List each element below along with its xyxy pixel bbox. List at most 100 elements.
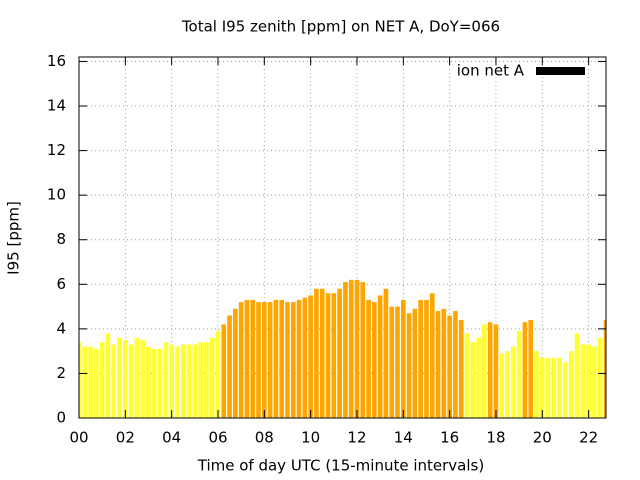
bar — [169, 344, 174, 418]
bar — [563, 362, 568, 418]
x-tick-label: 12 — [347, 429, 366, 447]
bar — [429, 293, 435, 418]
bar — [285, 302, 290, 418]
bar — [233, 308, 238, 418]
legend-key — [536, 67, 585, 75]
y-axis-label: I95 [ppm] — [5, 201, 23, 275]
chart-title: Total I95 zenith [ppm] on NET A, DoY=066 — [181, 18, 500, 36]
bar — [290, 302, 296, 418]
bar — [186, 344, 192, 418]
bar — [377, 295, 383, 418]
bar — [204, 342, 209, 418]
bar — [250, 299, 256, 418]
bar — [476, 337, 481, 418]
bar — [99, 342, 105, 418]
bar — [128, 344, 134, 418]
bar — [279, 299, 285, 418]
y-tick-label: 10 — [47, 186, 66, 204]
bar — [586, 344, 591, 418]
bar — [117, 337, 122, 418]
bar — [273, 299, 279, 418]
bar — [499, 353, 505, 418]
bar — [447, 315, 452, 418]
bar — [435, 311, 441, 418]
bar — [603, 319, 606, 418]
bar — [400, 299, 406, 418]
bar — [522, 322, 528, 418]
bar — [493, 324, 499, 418]
bar — [151, 348, 157, 418]
bar — [441, 308, 447, 418]
bar — [458, 319, 464, 418]
bar — [157, 348, 163, 418]
bar — [198, 342, 203, 418]
bar — [82, 346, 88, 418]
bar — [331, 293, 337, 418]
bar — [383, 288, 389, 418]
bar — [464, 333, 470, 418]
bar — [574, 333, 580, 418]
x-tick-label: 06 — [208, 429, 227, 447]
bar — [580, 344, 586, 418]
bar — [354, 279, 360, 418]
x-tick-label: 14 — [394, 429, 413, 447]
bar — [325, 293, 331, 418]
bar — [568, 351, 574, 418]
bar — [319, 288, 325, 418]
bar — [244, 299, 250, 418]
legend-label: ion net A — [457, 62, 525, 80]
y-tick-label: 16 — [47, 52, 66, 70]
bar — [516, 331, 522, 418]
bar — [470, 342, 476, 418]
y-tick-label: 12 — [47, 141, 66, 159]
bar — [221, 324, 227, 418]
y-tick-label: 6 — [56, 275, 66, 293]
bar — [215, 331, 221, 418]
bar — [192, 344, 198, 418]
bar — [395, 306, 400, 418]
bar — [337, 288, 342, 418]
bar — [79, 342, 82, 418]
bar — [227, 315, 232, 418]
bar — [88, 346, 93, 418]
bar — [343, 282, 348, 418]
bar — [545, 357, 551, 418]
bars — [79, 279, 606, 418]
bar — [592, 346, 597, 418]
bar — [539, 357, 545, 418]
bar — [175, 346, 180, 418]
bar — [534, 351, 539, 418]
bar — [487, 322, 493, 418]
x-tick-label: 18 — [486, 429, 505, 447]
x-tick-label: 10 — [301, 429, 320, 447]
bar — [551, 357, 557, 418]
bar — [366, 299, 371, 418]
bar — [348, 279, 354, 418]
bar — [256, 302, 261, 418]
bar — [267, 302, 273, 418]
x-axis-label: Time of day UTC (15-minute intervals) — [197, 457, 484, 475]
x-tick-label: 16 — [440, 429, 459, 447]
x-tick-label: 04 — [162, 429, 181, 447]
x-tick-label: 00 — [69, 429, 88, 447]
x-tick-label: 08 — [255, 429, 274, 447]
bar — [94, 348, 99, 418]
bar — [209, 337, 215, 418]
x-tick-label: 22 — [579, 429, 598, 447]
y-tick-label: 4 — [56, 319, 66, 337]
y-tick-label: 2 — [56, 364, 66, 382]
bar — [557, 357, 562, 418]
bar — [111, 344, 117, 418]
y-tick-label: 14 — [47, 97, 66, 115]
bar — [453, 311, 458, 418]
bar — [296, 299, 302, 418]
bar — [180, 344, 186, 418]
bar — [505, 351, 510, 418]
plot-border — [78, 56, 607, 419]
bar — [123, 340, 128, 418]
bar — [511, 346, 516, 418]
bar — [105, 333, 111, 418]
bar — [482, 324, 487, 418]
bar — [308, 295, 313, 418]
